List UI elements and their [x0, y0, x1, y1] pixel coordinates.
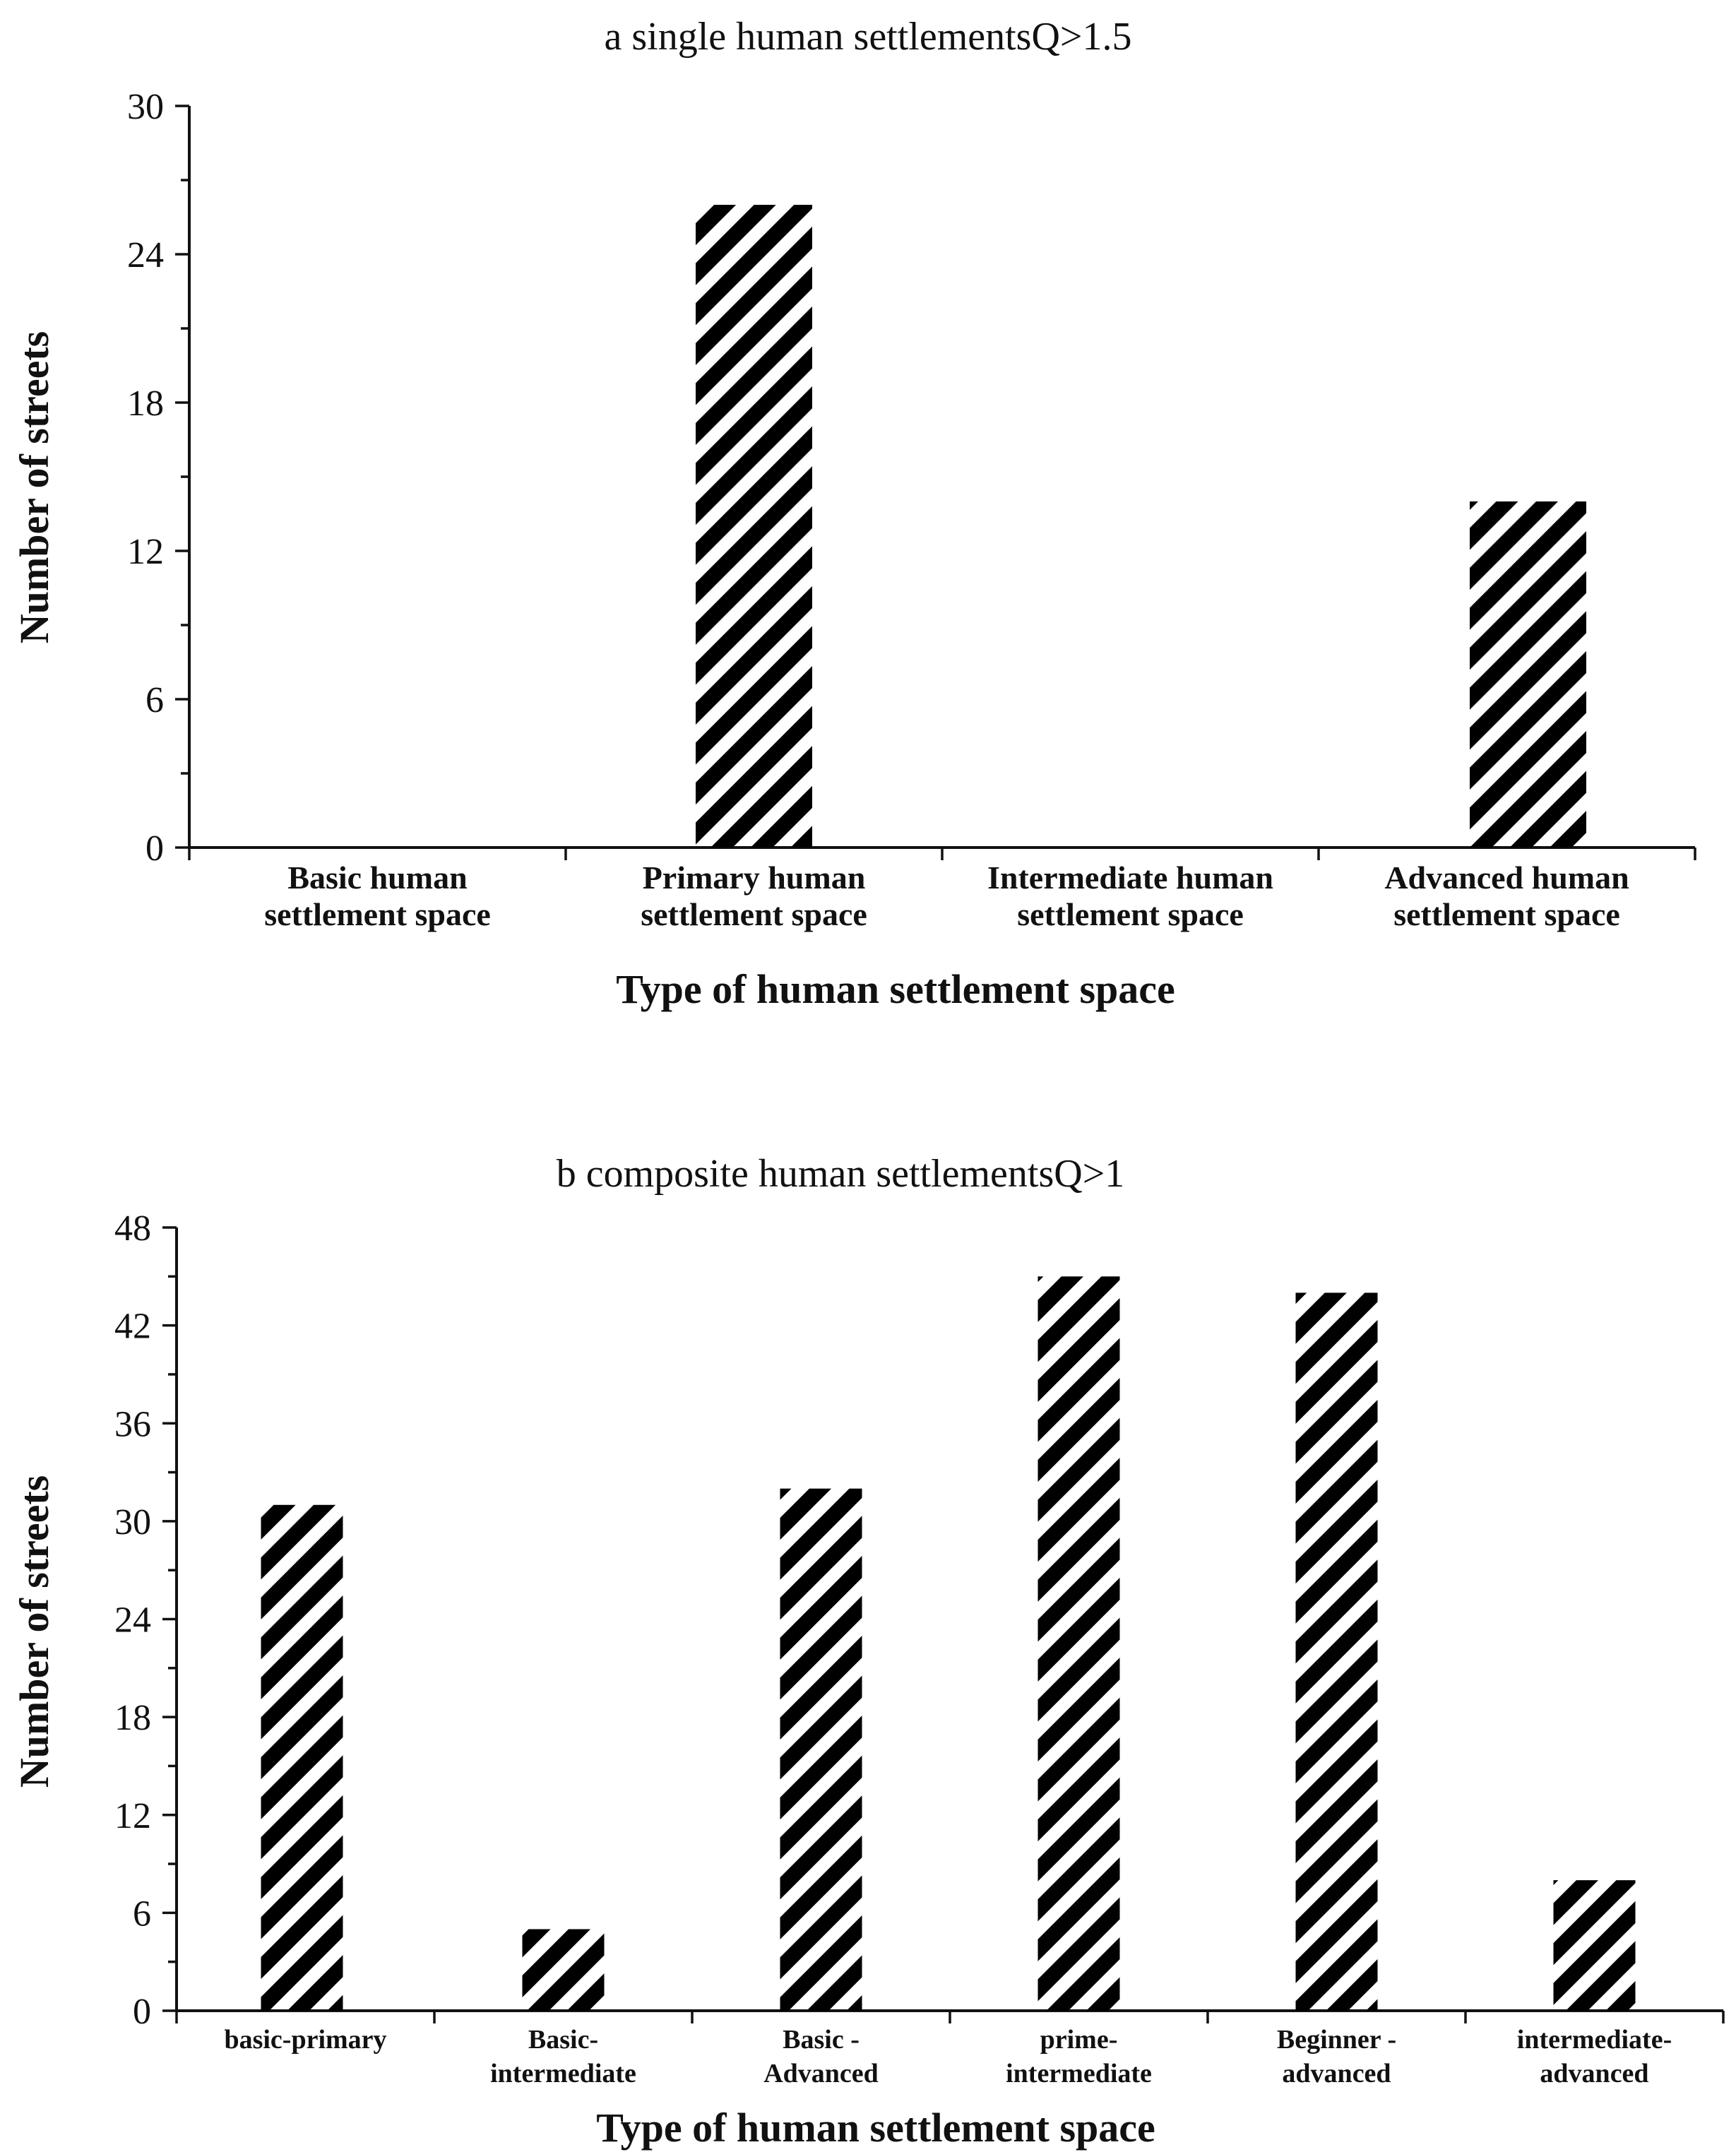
chart-a-y-tick-label: 6 [145, 680, 164, 720]
chart-b-y-tick-label: 12 [114, 1796, 151, 1836]
chart-b-bar [522, 1929, 605, 2011]
chart-b-category-label: basic-primary [224, 2025, 386, 2055]
chart-b-y-tick-label: 6 [133, 1894, 151, 1934]
chart-a-bar [696, 205, 812, 848]
chart-a-y-axis-label: Number of streets [11, 331, 57, 643]
chart-b-y-tick-label: 36 [114, 1404, 151, 1444]
chart-a-category-label: Intermediate human [987, 860, 1273, 896]
chart-b-y-tick-label: 42 [114, 1307, 151, 1347]
chart-b-y-tick-label: 24 [114, 1600, 151, 1641]
chart-b-composite-settlements: b composite human settlementsQ>1 Number … [0, 1059, 1736, 2152]
chart-a-svg: a single human settlementsQ>1.5 Number o… [11, 15, 1696, 1012]
chart-a-category-label: Basic human [287, 860, 467, 896]
chart-a-y-tick-label: 18 [127, 384, 164, 424]
chart-a-y-tick-label: 30 [127, 87, 164, 127]
chart-b-category-label: Advanced [763, 2059, 879, 2088]
chart-b-y-axis-label: Number of streets [11, 1475, 57, 1788]
chart-b-category-label: advanced [1282, 2059, 1391, 2088]
chart-a-title: a single human settlementsQ>1.5 [604, 15, 1131, 59]
chart-a-category-label: settlement space [1017, 896, 1244, 932]
chart-b-category-label: Basic- [528, 2025, 598, 2055]
chart-b-category-label: prime- [1040, 2025, 1118, 2055]
chart-b-bar [780, 1488, 862, 2011]
chart-a-y-tick-label: 0 [145, 828, 164, 869]
chart-b-title: b composite human settlementsQ>1 [557, 1152, 1125, 1196]
chart-a-bar [1470, 501, 1586, 848]
chart-b-y-tick-label: 0 [133, 1992, 151, 2032]
chart-b-svg: b composite human settlementsQ>1 Number … [11, 1152, 1725, 2151]
chart-a-single-settlements: a single human settlementsQ>1.5 Number o… [0, 0, 1736, 1059]
chart-a-y-tick-label: 24 [127, 235, 164, 275]
chart-a-category-label: settlement space [264, 896, 491, 932]
chart-b-y-tick-label: 48 [114, 1208, 151, 1249]
chart-a-category-label: settlement space [641, 896, 867, 932]
chart-b-bar [1553, 1880, 1636, 2011]
chart-b-y-tick-label: 18 [114, 1698, 151, 1738]
chart-b-bar [261, 1504, 343, 2011]
chart-a-category-label: Advanced human [1384, 860, 1629, 896]
chart-a-category-label: Primary human [643, 860, 866, 896]
chart-b-bar [1038, 1276, 1120, 2011]
chart-b-category-label: intermediate- [1517, 2025, 1672, 2055]
chart-b-category-label: advanced [1540, 2059, 1648, 2088]
chart-b-bar [1295, 1292, 1378, 2011]
chart-b-category-label: Basic - [783, 2025, 860, 2055]
chart-a-category-label: settlement space [1393, 896, 1620, 932]
chart-b-category-label: intermediate [490, 2059, 636, 2088]
chart-a-y-tick-label: 12 [127, 532, 164, 572]
chart-b-x-axis-label: Type of human settlement space [596, 2105, 1155, 2151]
chart-b-y-tick-label: 30 [114, 1502, 151, 1542]
chart-b-category-label: intermediate [1006, 2059, 1152, 2088]
chart-a-x-axis-label: Type of human settlement space [616, 966, 1175, 1012]
chart-b-category-label: Beginner - [1277, 2025, 1396, 2055]
